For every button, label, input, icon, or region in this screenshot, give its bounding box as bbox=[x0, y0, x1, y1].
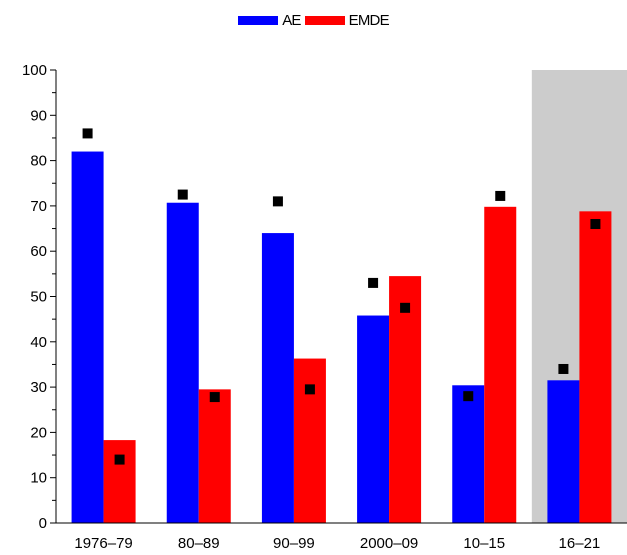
marker-emde-0 bbox=[114, 454, 125, 465]
y-tick-label: 30 bbox=[30, 379, 47, 396]
marker-emde-2 bbox=[304, 384, 315, 395]
legend: AE EMDE bbox=[0, 10, 627, 30]
y-tick-label: 90 bbox=[30, 107, 47, 124]
y-tick-label: 10 bbox=[30, 470, 47, 487]
x-tick-label: 90–99 bbox=[273, 535, 315, 552]
legend-item-emde: EMDE bbox=[304, 11, 390, 29]
y-tick-label: 40 bbox=[30, 334, 47, 351]
marker-ae-0 bbox=[82, 128, 93, 139]
bar-ae-0 bbox=[71, 151, 104, 524]
y-tick-label: 0 bbox=[39, 515, 47, 532]
legend-item-ae: AE bbox=[238, 11, 301, 29]
x-tick-label: 16–21 bbox=[559, 535, 601, 552]
bar-emde-5 bbox=[579, 211, 612, 523]
bar-ae-3 bbox=[357, 315, 390, 523]
y-tick-label: 80 bbox=[30, 153, 47, 170]
bar-emde-0 bbox=[103, 440, 136, 523]
bar-emde-3 bbox=[389, 276, 422, 523]
legend-label-emde: EMDE bbox=[348, 11, 390, 29]
y-tick-label: 50 bbox=[30, 289, 47, 306]
bar-ae-1 bbox=[166, 202, 199, 523]
legend-swatch-emde bbox=[304, 15, 345, 25]
marker-emde-1 bbox=[209, 392, 220, 403]
bar-ae-2 bbox=[261, 233, 294, 523]
marker-ae-3 bbox=[368, 277, 379, 288]
y-tick-label: 100 bbox=[22, 62, 47, 79]
marker-ae-2 bbox=[272, 196, 283, 207]
legend-label-ae: AE bbox=[282, 11, 301, 29]
marker-emde-3 bbox=[400, 302, 411, 313]
x-tick-label: 10–15 bbox=[463, 535, 505, 552]
marker-ae-5 bbox=[558, 363, 569, 374]
marker-ae-1 bbox=[177, 189, 188, 200]
x-tick-label: 80–89 bbox=[178, 535, 220, 552]
bar-emde-2 bbox=[293, 358, 326, 523]
bar-ae-4 bbox=[452, 385, 485, 523]
marker-ae-4 bbox=[463, 391, 474, 402]
x-tick-label: 2000–09 bbox=[360, 535, 418, 552]
legend-swatch-ae bbox=[238, 15, 279, 25]
marker-emde-5 bbox=[590, 219, 601, 230]
bar-emde-4 bbox=[484, 206, 517, 523]
y-tick-label: 70 bbox=[30, 198, 47, 215]
marker-emde-4 bbox=[495, 190, 506, 201]
bar-emde-1 bbox=[198, 389, 231, 523]
x-tick-label: 1976–79 bbox=[74, 535, 132, 552]
bar-ae-5 bbox=[547, 380, 580, 523]
y-tick-label: 20 bbox=[30, 424, 47, 441]
y-tick-label: 60 bbox=[30, 243, 47, 260]
